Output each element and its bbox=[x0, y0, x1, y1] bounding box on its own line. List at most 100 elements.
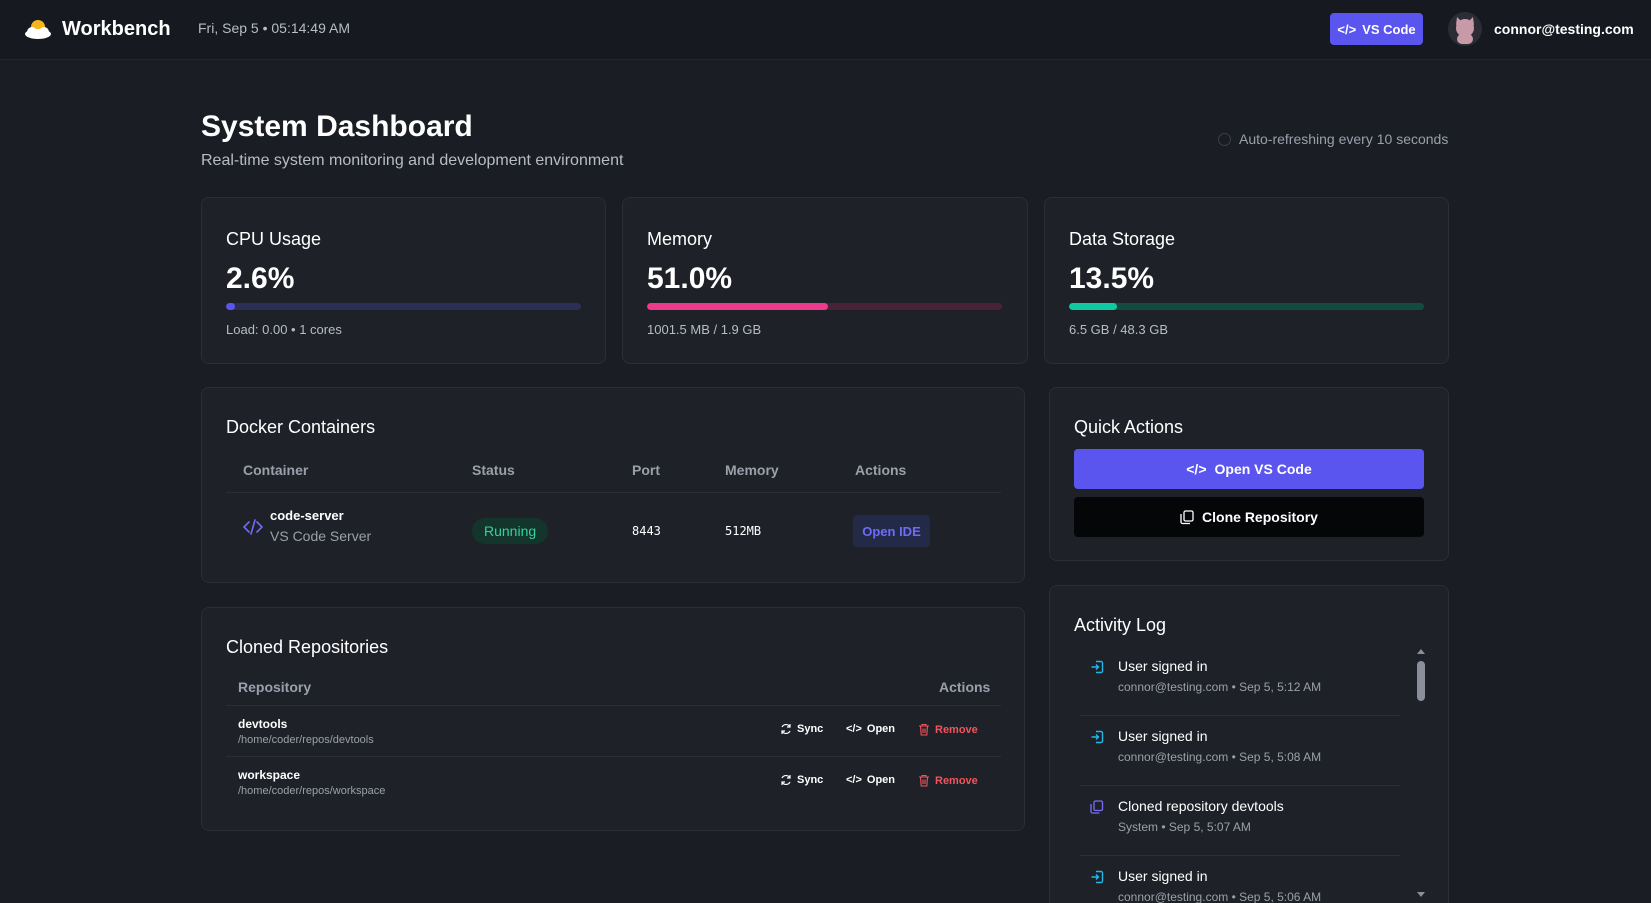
stat-detail: Load: 0.00 • 1 cores bbox=[226, 322, 342, 337]
refresh-status-dot bbox=[1218, 132, 1231, 146]
activity-log-title: Activity Log bbox=[1074, 615, 1167, 635]
repo-name: workspace bbox=[238, 768, 301, 782]
cloned-repositories-card: Cloned Repositories Repository Actions d… bbox=[201, 607, 1025, 831]
clone-repository-button[interactable]: Clone Repository bbox=[1074, 497, 1424, 537]
copy-icon bbox=[1180, 509, 1194, 524]
user-email[interactable]: connor@testing.com bbox=[1494, 21, 1634, 37]
column-header-memory: Memory bbox=[725, 462, 779, 478]
container-memory: 512MB bbox=[725, 524, 762, 538]
activity-meta: System • Sep 5, 5:07 AM bbox=[1118, 820, 1251, 834]
stat-detail: 1001.5 MB / 1.9 GB bbox=[647, 322, 762, 337]
progress-bar-fill bbox=[647, 303, 829, 310]
repo-path: /home/coder/repos/workspace bbox=[238, 785, 386, 797]
divider bbox=[226, 705, 1001, 706]
activity-title: User signed in bbox=[1118, 658, 1208, 674]
page-subtitle: Real-time system monitoring and developm… bbox=[201, 152, 624, 169]
brand-name: Workbench bbox=[62, 17, 171, 40]
clone-repository-label: Clone Repository bbox=[1202, 509, 1318, 525]
activity-log-item: User signed in connor@testing.com • Sep … bbox=[1080, 856, 1400, 903]
sync-button[interactable]: Sync bbox=[780, 774, 823, 786]
open-ide-button[interactable]: Open IDE bbox=[853, 515, 930, 547]
sign-in-icon bbox=[1091, 660, 1104, 674]
activity-title: Cloned repository devtools bbox=[1118, 798, 1284, 814]
vs-code-button[interactable]: </> VS Code bbox=[1330, 13, 1423, 45]
remove-label: Remove bbox=[935, 774, 978, 787]
remove-label: Remove bbox=[935, 723, 978, 736]
docker-containers-title: Docker Containers bbox=[226, 417, 376, 437]
column-header-status: Status bbox=[472, 462, 515, 478]
stat-label: Data Storage bbox=[1069, 229, 1176, 249]
docker-containers-card: Docker Containers Container Status Port … bbox=[201, 387, 1025, 583]
activity-log-scrollbar[interactable] bbox=[1416, 648, 1426, 898]
container-name: code-server bbox=[270, 508, 344, 523]
progress-bar-fill bbox=[226, 303, 236, 310]
column-header-repository: Repository bbox=[238, 679, 312, 695]
activity-meta: connor@testing.com • Sep 5, 5:08 AM bbox=[1118, 750, 1322, 764]
open-button[interactable]: </> Open bbox=[846, 723, 895, 735]
sync-label: Sync bbox=[797, 774, 824, 786]
datetime: Fri, Sep 5 • 05:14:49 AM bbox=[198, 20, 350, 36]
activity-meta: connor@testing.com • Sep 5, 5:06 AM bbox=[1118, 890, 1322, 903]
column-header-port: Port bbox=[632, 462, 660, 478]
sign-in-icon bbox=[1091, 730, 1104, 744]
cpu-usage-card: CPU Usage 2.6% Load: 0.00 • 1 cores bbox=[201, 197, 606, 364]
remove-button[interactable]: Remove bbox=[918, 774, 978, 787]
code-icon: </> bbox=[846, 723, 862, 735]
avatar[interactable] bbox=[1448, 12, 1482, 46]
brand[interactable]: Workbench bbox=[22, 14, 171, 44]
stat-value: 51.0% bbox=[647, 262, 733, 295]
open-vs-code-button[interactable]: </> Open VS Code bbox=[1074, 449, 1424, 489]
progress-bar bbox=[226, 303, 581, 310]
progress-bar bbox=[1069, 303, 1424, 310]
progress-bar bbox=[647, 303, 1002, 310]
stat-label: CPU Usage bbox=[226, 229, 322, 249]
column-header-actions: Actions bbox=[939, 679, 991, 695]
stat-detail: 6.5 GB / 48.3 GB bbox=[1069, 322, 1168, 337]
activity-meta: connor@testing.com • Sep 5, 5:12 AM bbox=[1118, 680, 1322, 694]
activity-title: User signed in bbox=[1118, 728, 1208, 744]
auto-refresh-indicator: Auto-refreshing every 10 seconds bbox=[1218, 131, 1448, 147]
remove-button[interactable]: Remove bbox=[918, 723, 978, 736]
stat-label: Memory bbox=[647, 229, 713, 249]
status-badge: Running bbox=[472, 518, 549, 544]
activity-log-card: Activity Log User signed in connor@testi… bbox=[1049, 585, 1449, 903]
page-title: System Dashboard bbox=[201, 110, 473, 143]
trash-icon bbox=[919, 774, 929, 787]
data-storage-card: Data Storage 13.5% 6.5 GB / 48.3 GB bbox=[1044, 197, 1449, 364]
sync-icon bbox=[781, 723, 791, 735]
top-bar: Workbench Fri, Sep 5 • 05:14:49 AM </> V… bbox=[0, 0, 1651, 60]
sync-button[interactable]: Sync bbox=[780, 723, 823, 735]
open-vs-code-label: Open VS Code bbox=[1214, 461, 1312, 477]
activity-log-item: User signed in connor@testing.com • Sep … bbox=[1080, 646, 1400, 716]
open-label: Open bbox=[866, 723, 896, 735]
container-port: 8443 bbox=[632, 524, 661, 538]
scrollbar-thumb[interactable] bbox=[1417, 661, 1425, 701]
refresh-text: Auto-refreshing every 10 seconds bbox=[1239, 131, 1449, 147]
activity-log-item: User signed in connor@testing.com • Sep … bbox=[1080, 716, 1400, 786]
sync-icon bbox=[781, 774, 791, 786]
container-description: VS Code Server bbox=[270, 528, 372, 544]
quick-actions-card: Quick Actions </> Open VS Code Clone Rep… bbox=[1049, 387, 1449, 561]
progress-bar-fill bbox=[1069, 303, 1117, 310]
code-icon: </> bbox=[1337, 21, 1357, 37]
scroll-up-arrow-icon[interactable] bbox=[1417, 648, 1425, 654]
vs-code-label: VS Code bbox=[1362, 21, 1416, 37]
sync-label: Sync bbox=[797, 723, 824, 735]
repo-path: /home/coder/repos/devtools bbox=[238, 734, 374, 746]
open-button[interactable]: </> Open bbox=[846, 774, 895, 786]
stat-value: 2.6% bbox=[226, 262, 295, 295]
open-label: Open bbox=[866, 774, 896, 786]
divider bbox=[226, 492, 1001, 493]
scroll-down-arrow-icon[interactable] bbox=[1417, 892, 1425, 898]
memory-card: Memory 51.0% 1001.5 MB / 1.9 GB bbox=[622, 197, 1028, 364]
repo-name: devtools bbox=[238, 717, 288, 731]
cloned-repositories-title: Cloned Repositories bbox=[226, 637, 389, 657]
activity-log-item: Cloned repository devtools System • Sep … bbox=[1080, 786, 1400, 856]
column-header-container: Container bbox=[243, 462, 309, 478]
code-icon: </> bbox=[846, 774, 862, 786]
cloud-sun-logo-icon bbox=[25, 20, 51, 39]
quick-actions-title: Quick Actions bbox=[1074, 417, 1184, 437]
sign-in-icon bbox=[1091, 870, 1104, 884]
code-icon: </> bbox=[1186, 461, 1207, 477]
divider bbox=[226, 756, 1001, 757]
